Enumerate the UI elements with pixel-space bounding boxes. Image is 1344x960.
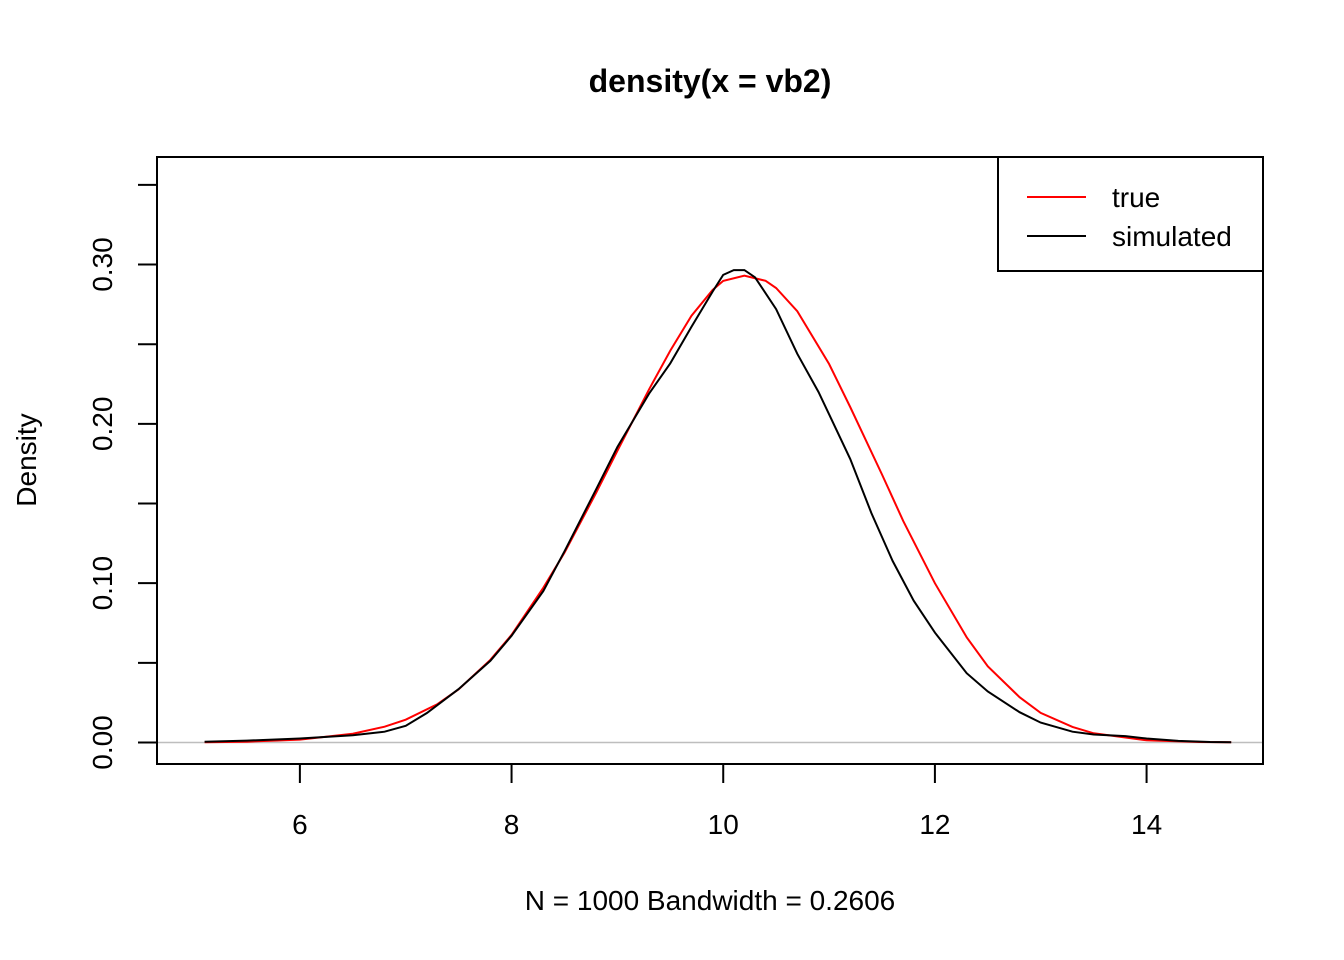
chart-title: density(x = vb2) bbox=[589, 63, 832, 99]
y-tick-label: 0.30 bbox=[87, 237, 118, 292]
x-tick-label: 14 bbox=[1131, 809, 1162, 840]
y-tick-label: 0.00 bbox=[87, 715, 118, 770]
y-axis-label: Density bbox=[11, 413, 42, 506]
plot-frame bbox=[156, 156, 1264, 765]
y-tick-label: 0.10 bbox=[87, 556, 118, 611]
series-line-true bbox=[204, 274, 1232, 744]
legend-label-simulated: simulated bbox=[1112, 221, 1232, 252]
x-tick-label: 10 bbox=[708, 809, 739, 840]
legend: true simulated bbox=[997, 156, 1264, 272]
y-axis: 0.00 0.10 0.20 0.30 bbox=[87, 183, 157, 770]
y-tick-label: 0.20 bbox=[87, 397, 118, 452]
x-tick-label: 8 bbox=[504, 809, 520, 840]
legend-box bbox=[997, 156, 1264, 272]
x-tick-label: 12 bbox=[919, 809, 950, 840]
x-tick-label: 6 bbox=[292, 809, 308, 840]
legend-label-true: true bbox=[1112, 182, 1160, 213]
x-axis-label: N = 1000 Bandwidth = 0.2606 bbox=[525, 885, 896, 916]
x-axis: 6 8 10 12 14 bbox=[292, 764, 1162, 840]
series-line-simulated bbox=[204, 269, 1232, 744]
